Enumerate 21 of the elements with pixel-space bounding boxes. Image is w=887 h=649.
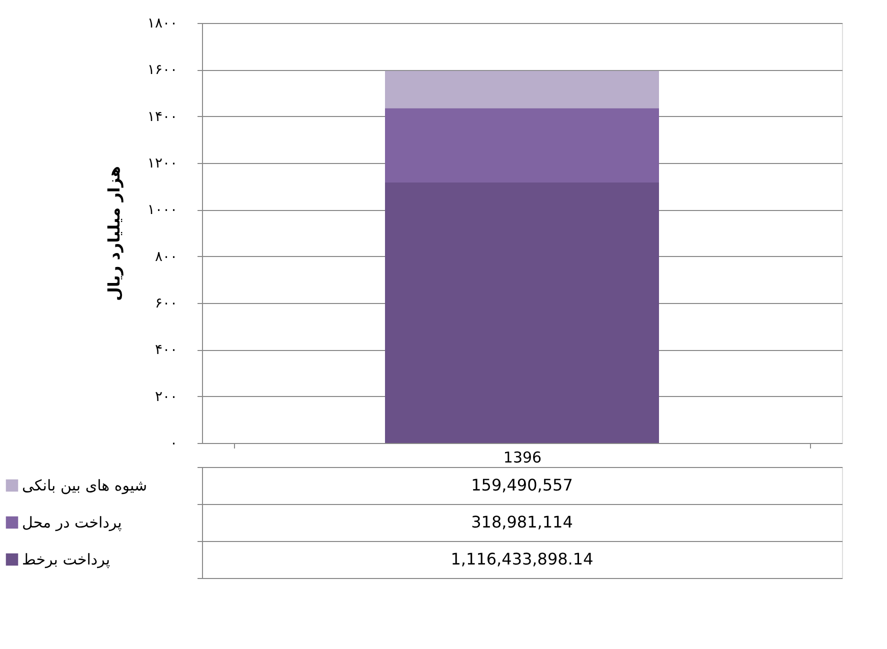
x-tick-label: 1396 bbox=[503, 448, 542, 466]
y-tick-label: ۶۰۰ bbox=[154, 296, 178, 312]
text: 318,981,114 bbox=[471, 512, 573, 532]
bar bbox=[385, 182, 659, 443]
y-tick-label: ۴۰۰ bbox=[154, 342, 178, 358]
y-tick-label: ۸۰۰ bbox=[154, 248, 178, 265]
legend-label: پرداخت در محل bbox=[22, 514, 122, 532]
text: 1,116,433,898.14 bbox=[450, 550, 594, 568]
legend-label: پرداخت برخط bbox=[22, 550, 110, 568]
y-tick-label: ۰ bbox=[170, 436, 178, 452]
y-axis-title: هزار میلیارد ریال bbox=[104, 166, 124, 301]
y-tick-label: ۱۰۰۰ bbox=[147, 202, 178, 218]
bar bbox=[385, 70, 659, 108]
y-tick-label: ۱۸۰۰ bbox=[147, 16, 178, 32]
y-tick-label: ۱۲۰۰ bbox=[147, 156, 178, 172]
y-tick-label: ۱۴۰۰ bbox=[147, 108, 178, 125]
y-tick-label: ۲۰۰ bbox=[154, 388, 178, 405]
text: 159,490,557 bbox=[471, 476, 573, 494]
y-tick-label: ۱۶۰۰ bbox=[147, 62, 178, 78]
legend-label: شیوه های بین بانکی bbox=[22, 476, 148, 494]
bar bbox=[385, 108, 659, 183]
